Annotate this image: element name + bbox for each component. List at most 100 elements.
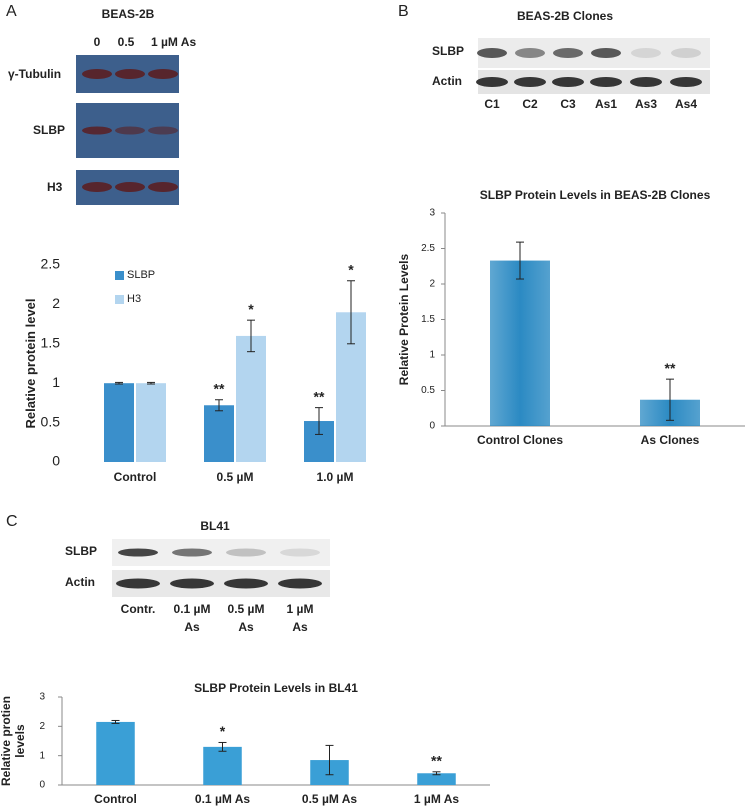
blot-band (553, 48, 583, 58)
lane-label: Contr. (121, 602, 156, 616)
panel-letter: C (6, 513, 18, 530)
significance-label: * (348, 261, 354, 277)
bar (236, 335, 266, 462)
blot-band (170, 578, 214, 589)
x-tick-label: 0.1 µM As (195, 792, 250, 806)
blot-band (631, 48, 661, 58)
y-tick-label: 2.5 (421, 243, 435, 254)
x-tick-label: 0.5 µM (217, 470, 254, 484)
x-tick-label: Control (114, 470, 157, 484)
blot-band (278, 578, 322, 589)
y-tick-label: 0 (52, 453, 60, 469)
y-tick-label: 1.5 (421, 314, 435, 325)
blot-band (82, 182, 112, 192)
blot-band (477, 48, 507, 58)
lane-label: As (238, 620, 254, 634)
lane-label: 1 µM As (151, 35, 196, 49)
bar (104, 383, 134, 462)
y-tick-label: 2 (52, 295, 60, 311)
y-axis-label: Relative protein level (23, 298, 38, 428)
significance-label: ** (665, 360, 676, 376)
blot-band (115, 69, 145, 79)
lane-label: As1 (595, 97, 617, 111)
lane-label: C3 (560, 97, 576, 111)
significance-label: ** (431, 753, 442, 769)
row-label: γ-Tubulin (8, 67, 61, 81)
lane-label: 1 µM (287, 602, 314, 616)
chart-title: SLBP Protein Levels in BL41 (194, 681, 358, 695)
significance-label: * (248, 301, 254, 317)
blot-title: BEAS-2B (102, 7, 155, 21)
blot-band (82, 69, 112, 79)
blot-band (226, 548, 266, 557)
blot-band (476, 77, 508, 87)
legend-label: H3 (127, 293, 141, 305)
lane-label: C1 (484, 97, 500, 111)
lane-label: 0.1 µM (174, 602, 211, 616)
blot-title: BL41 (200, 519, 230, 533)
bar (203, 746, 242, 785)
significance-label: ** (314, 388, 325, 404)
blot-title: BEAS-2B Clones (517, 9, 613, 23)
blot-band (514, 77, 546, 87)
y-tick-label: 0.5 (421, 385, 435, 396)
y-tick-label: 2.5 (41, 256, 61, 272)
lane-label: 0 (94, 35, 101, 49)
row-label: SLBP (432, 44, 464, 58)
y-tick-label: 0.5 (41, 413, 61, 429)
x-tick-label: 1 µM As (414, 792, 459, 806)
blot-band (515, 48, 545, 58)
y-tick-label: 1 (52, 374, 60, 390)
y-axis-label-line: Relative protien (0, 696, 13, 786)
y-tick-label: 1 (429, 350, 435, 361)
legend-swatch (115, 271, 124, 280)
blot-band (116, 578, 160, 589)
blot-band (115, 182, 145, 192)
y-axis-label-line: Relative protein level (23, 298, 38, 428)
blot-band (118, 548, 158, 557)
significance-label: * (220, 723, 226, 739)
lane-label: As4 (675, 97, 697, 111)
blot-band (148, 182, 178, 192)
y-tick-label: 0 (429, 421, 435, 432)
y-axis-label-line: levels (13, 724, 27, 758)
blot-band (115, 126, 145, 135)
blot-band (552, 77, 584, 87)
x-tick-label: Control (94, 792, 137, 806)
y-tick-label: 0 (39, 780, 45, 791)
bar (96, 721, 135, 785)
x-tick-label: Control Clones (477, 433, 563, 447)
lane-label: As3 (635, 97, 657, 111)
blot-band (630, 77, 662, 87)
blot-band (671, 48, 701, 58)
blot-band (148, 69, 178, 79)
y-tick-label: 3 (39, 692, 45, 703)
bar (136, 383, 166, 462)
x-tick-label: 0.5 µM As (302, 792, 357, 806)
blot-band (590, 77, 622, 87)
bar (417, 773, 456, 785)
legend-label: SLBP (127, 269, 155, 281)
x-tick-label: As Clones (641, 433, 700, 447)
row-label: H3 (47, 180, 63, 194)
lane-label: C2 (522, 97, 538, 111)
panel-letter: A (6, 3, 17, 20)
row-label: Actin (65, 575, 95, 589)
significance-label: ** (214, 380, 225, 396)
blot-band (280, 548, 320, 557)
blot-band (172, 548, 212, 557)
row-label: Actin (432, 74, 462, 88)
y-tick-label: 2 (429, 279, 435, 290)
y-axis-label-line: Relative Protein Levels (397, 253, 411, 385)
y-tick-label: 2 (39, 721, 45, 732)
blot-band (224, 578, 268, 589)
y-tick-label: 1.5 (41, 335, 61, 351)
y-axis-label: Relative Protein Levels (397, 253, 411, 385)
lane-label: As (184, 620, 200, 634)
y-axis-label: Relative protienlevels (0, 696, 27, 786)
lane-label: 0.5 (118, 35, 135, 49)
bar (204, 405, 234, 462)
blot-band (148, 126, 178, 135)
